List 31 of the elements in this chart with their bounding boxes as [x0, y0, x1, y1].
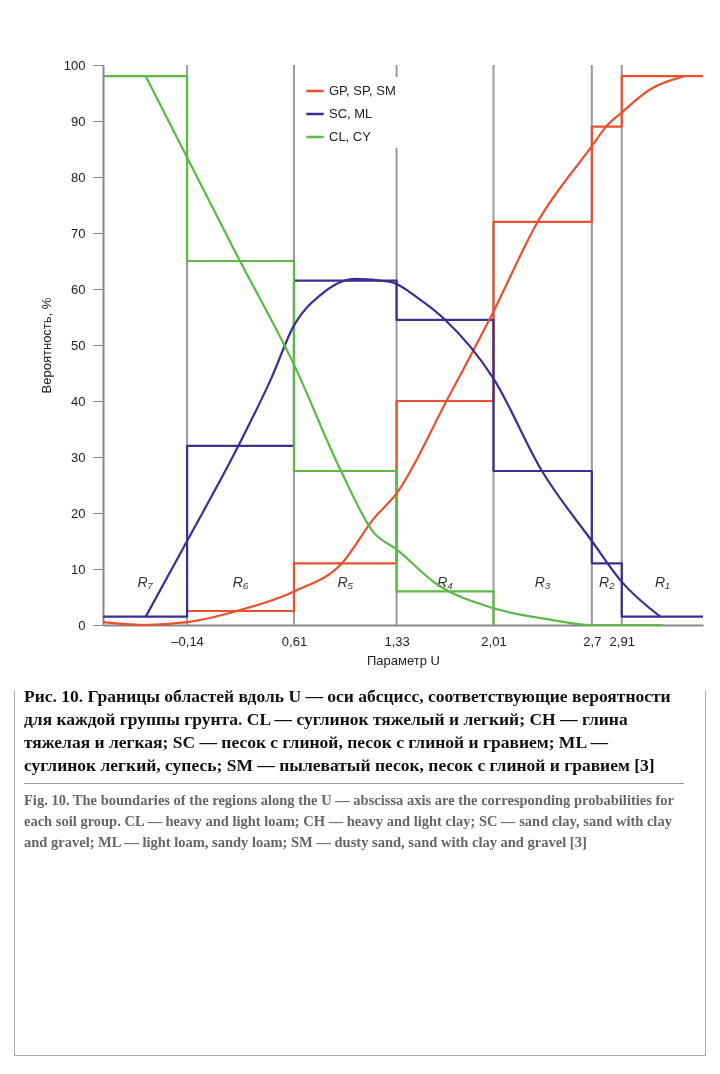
y-tick-label: 70	[71, 225, 86, 241]
y-tick-label: 80	[71, 169, 86, 185]
legend-label: SC, ML	[329, 106, 373, 121]
y-tick-label: 30	[71, 449, 86, 465]
y-tick-label: 50	[71, 337, 86, 353]
annotation: R₂	[599, 574, 616, 590]
y-tick-label: 90	[71, 113, 86, 129]
x-tick-label: 2,91	[609, 633, 635, 649]
annotation: R₅	[337, 574, 354, 590]
annotation: R₁	[655, 574, 671, 590]
y-tick-label: 60	[71, 281, 86, 297]
x-tick-label: –0,14	[171, 633, 204, 649]
annotation: R₆	[232, 574, 249, 590]
x-axis-title: Параметр U	[367, 652, 440, 668]
y-tick-label: 40	[71, 393, 86, 409]
y-tick-label: 10	[71, 561, 86, 577]
caption: Fig. 10. The boundaries of the regions along the U — abscissa axis are the corresponding probabilities for each soil group. CL — heavy and light loam; CH — heavy and light clay; SC — sand clay, sand with clay and gravel; ML — light loam, sandy loam; SM — dusty sand, sand with clay and gravel [3]	[24, 783, 684, 853]
legend-label: CL, CY	[329, 129, 372, 144]
annotation: R₇	[137, 574, 154, 590]
y-tick-label: 0	[78, 617, 86, 633]
x-tick-label: 0,61	[281, 633, 308, 649]
legend-label: GP, SP, SM	[329, 83, 396, 98]
y-axis-title: Вероятность, %	[38, 297, 54, 394]
annotation: R₃	[534, 574, 551, 590]
text: Рис. 10. Границы областей вдоль U — оси абсцисс, соответствующие вероятности для каждой группы грунта. CL — суглинок тяжелый и легкий; CH — глина тяжелая и легкая; SC — песок с глиной, песок с глиной и гравием; ML — суглинок легкий, супесь; SM — пылеватый песок, песок с глиной и гравием [3]	[24, 685, 672, 777]
y-tick-label: 20	[71, 505, 86, 521]
annotation: R₄	[437, 574, 454, 590]
x-tick-label: 2,7	[583, 633, 602, 649]
x-tick-label: 2,01	[481, 633, 507, 649]
x-tick-label: 1,33	[384, 633, 410, 649]
y-tick-label: 100	[63, 57, 86, 73]
